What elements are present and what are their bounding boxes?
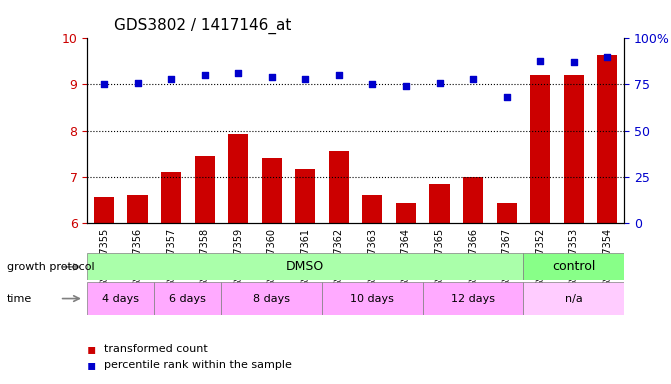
Bar <box>597 55 617 223</box>
Point <box>132 79 143 86</box>
Bar <box>127 195 148 223</box>
Text: n/a: n/a <box>565 293 582 304</box>
Text: transformed count: transformed count <box>104 344 208 354</box>
Point <box>602 54 613 60</box>
Text: control: control <box>552 260 595 273</box>
Text: ▪: ▪ <box>87 358 97 372</box>
Point <box>166 76 176 82</box>
Text: percentile rank within the sample: percentile rank within the sample <box>104 360 292 370</box>
Bar <box>262 158 282 223</box>
Bar <box>195 156 215 223</box>
FancyBboxPatch shape <box>154 282 221 315</box>
Bar <box>295 169 315 223</box>
Text: time: time <box>7 293 32 304</box>
Point <box>199 72 210 78</box>
Point <box>434 79 445 86</box>
Bar <box>429 184 450 223</box>
Point <box>535 58 546 64</box>
Text: 6 days: 6 days <box>170 293 206 304</box>
Point <box>568 59 579 65</box>
Point <box>501 94 512 101</box>
Bar <box>530 75 550 223</box>
FancyBboxPatch shape <box>221 282 322 315</box>
FancyBboxPatch shape <box>87 282 154 315</box>
Bar <box>94 197 114 223</box>
Text: GDS3802 / 1417146_at: GDS3802 / 1417146_at <box>114 18 291 34</box>
Point <box>367 81 378 88</box>
Bar <box>463 177 483 223</box>
Bar <box>497 204 517 223</box>
FancyBboxPatch shape <box>523 253 624 280</box>
Text: DMSO: DMSO <box>286 260 325 273</box>
Point <box>233 70 244 76</box>
Point <box>468 76 478 82</box>
FancyBboxPatch shape <box>87 253 523 280</box>
Text: 8 days: 8 days <box>253 293 291 304</box>
Text: 10 days: 10 days <box>350 293 395 304</box>
Text: 12 days: 12 days <box>451 293 495 304</box>
Text: 4 days: 4 days <box>102 293 140 304</box>
Text: growth protocol: growth protocol <box>7 262 95 272</box>
FancyBboxPatch shape <box>523 282 624 315</box>
Bar <box>228 134 248 223</box>
Bar <box>161 172 181 223</box>
FancyBboxPatch shape <box>322 282 423 315</box>
Point <box>266 74 277 80</box>
Point <box>401 83 411 89</box>
Text: ▪: ▪ <box>87 343 97 356</box>
Point <box>333 72 344 78</box>
FancyBboxPatch shape <box>423 282 523 315</box>
Bar <box>396 204 416 223</box>
Point <box>99 81 109 88</box>
Bar <box>564 75 584 223</box>
Bar <box>329 151 349 223</box>
Point <box>300 76 311 82</box>
Bar <box>362 195 382 223</box>
